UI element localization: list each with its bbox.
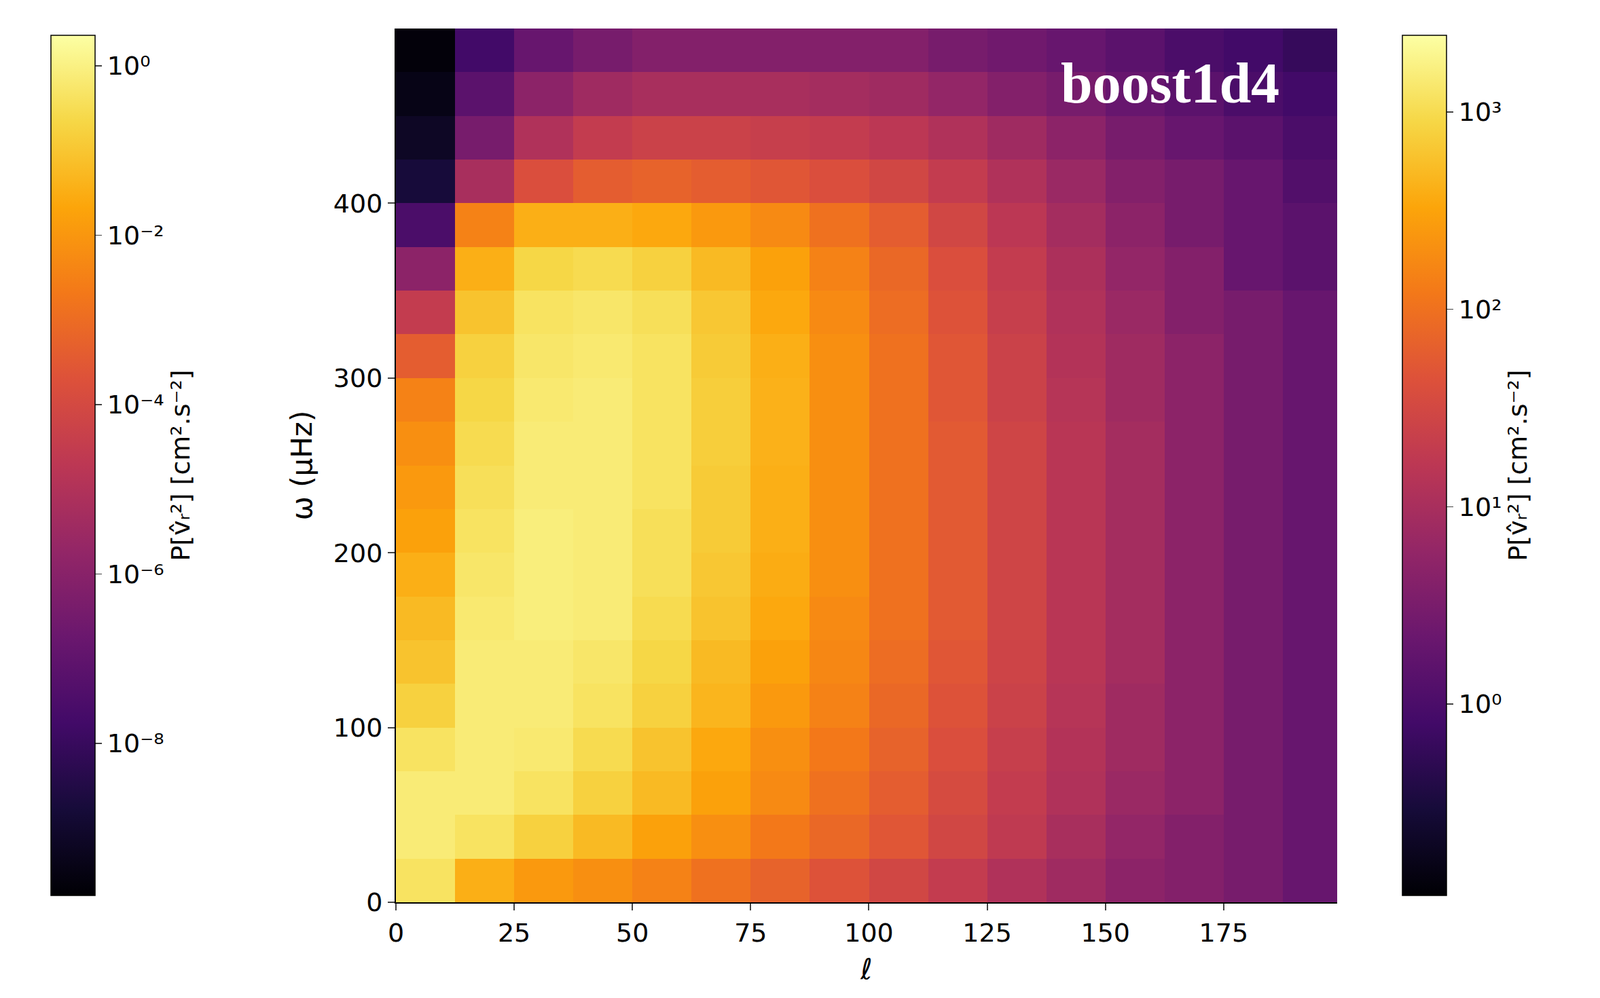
svg-text:50: 50 bbox=[615, 918, 649, 949]
svg-text:0: 0 bbox=[387, 918, 405, 949]
svg-text:10³: 10³ bbox=[1458, 97, 1503, 127]
svg-text:200: 200 bbox=[333, 538, 384, 569]
svg-text:300: 300 bbox=[333, 363, 384, 394]
svg-text:100: 100 bbox=[333, 713, 384, 743]
svg-text:10⁻⁶: 10⁻⁶ bbox=[107, 559, 165, 590]
svg-text:75: 75 bbox=[734, 918, 767, 949]
svg-text:10⁻⁴: 10⁻⁴ bbox=[107, 389, 165, 420]
svg-text:400: 400 bbox=[333, 188, 384, 219]
svg-text:175: 175 bbox=[1199, 918, 1249, 949]
svg-text:150: 150 bbox=[1080, 918, 1131, 949]
svg-text:0: 0 bbox=[366, 887, 383, 918]
svg-text:ω (μHz): ω (μHz) bbox=[285, 410, 319, 521]
svg-text:boost1d4: boost1d4 bbox=[1060, 51, 1280, 115]
svg-text:10⁰: 10⁰ bbox=[107, 50, 151, 81]
svg-text:P[v̂ᵣ²] [cm².s⁻²]: P[v̂ᵣ²] [cm².s⁻²] bbox=[1502, 369, 1533, 561]
svg-text:10⁰: 10⁰ bbox=[1458, 689, 1503, 720]
svg-text:ℓ: ℓ bbox=[859, 952, 872, 987]
svg-text:10²: 10² bbox=[1458, 294, 1503, 325]
svg-text:P[v̂ᵣ²] [cm².s⁻²]: P[v̂ᵣ²] [cm².s⁻²] bbox=[165, 369, 196, 561]
svg-text:10¹: 10¹ bbox=[1458, 492, 1503, 523]
svg-text:100: 100 bbox=[844, 918, 894, 949]
svg-text:125: 125 bbox=[962, 918, 1012, 949]
svg-text:25: 25 bbox=[497, 918, 531, 949]
svg-text:10⁻⁸: 10⁻⁸ bbox=[107, 728, 165, 759]
svg-text:10⁻²: 10⁻² bbox=[107, 220, 165, 251]
